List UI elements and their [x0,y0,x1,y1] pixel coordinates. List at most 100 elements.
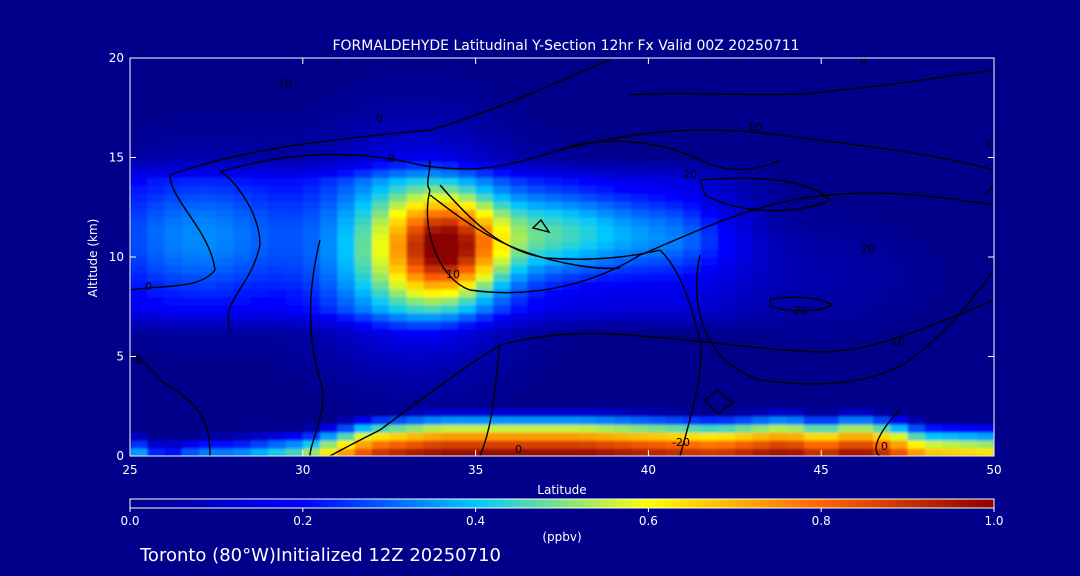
field-cell [838,288,857,298]
field-cell [337,217,356,226]
field-cell [734,320,753,330]
field-cell [251,328,269,338]
field-cell [354,153,373,163]
field-cell [786,288,805,298]
field-cell [510,169,529,178]
field-cell [527,320,546,330]
field-cell [147,225,166,234]
field-cell [423,416,442,425]
field-cell [285,217,304,226]
field-cell [320,145,338,155]
field-cell [752,161,770,171]
field-cell [181,288,200,298]
field-cell [562,225,580,234]
field-cell [441,177,459,186]
field-cell [579,312,598,322]
field-cell [648,304,667,314]
field-cell [613,177,632,186]
field-cell [389,368,408,377]
field-cell [320,448,338,456]
field-cell [562,217,580,226]
field-cell [579,217,598,226]
field-cell [181,201,200,210]
field-cell [527,137,546,147]
field-cell [268,328,287,338]
field-cell [527,177,546,186]
field-cell [596,217,615,226]
field-cell [406,432,425,441]
field-cell [147,440,166,449]
field-cell [268,304,287,314]
field-cell [285,241,304,250]
field-cell [371,241,390,250]
field-cell [631,312,649,322]
field-cell [302,312,321,322]
contour-line [426,189,994,294]
field-cell [544,169,563,178]
field-cell [406,320,425,330]
contour-label: 10 [891,335,905,348]
field-cell [838,328,857,338]
field-cell [441,368,459,377]
field-cell [458,400,477,409]
field-cell [302,360,321,370]
field-cell [181,272,200,282]
field-cell [527,280,546,290]
field-cell [389,97,408,107]
field-cell [873,265,891,274]
field-cell [337,89,356,99]
field-cell [821,408,840,417]
colorbar-tick-label: 0.0 [120,514,139,528]
field-cell [492,137,511,147]
field-cell [683,288,701,298]
field-cell [199,336,217,346]
field-cell [130,304,148,314]
field-cell [976,424,994,433]
field-cell [268,288,287,298]
field-cell [596,177,615,186]
field-cell [389,145,408,155]
field-cell [475,169,494,178]
field-cell [251,336,269,346]
field-cell [890,416,909,425]
field-cell [873,408,891,417]
field-cell [665,241,684,250]
field-cell [371,288,390,298]
field-cell [492,153,511,163]
field-cell [423,336,442,346]
field-cell [631,177,649,186]
field-cell [320,217,338,226]
field-cell [769,440,788,449]
field-cell [458,169,477,178]
field-cell [803,249,822,258]
field-cell [683,416,701,425]
field-cell [285,360,304,370]
field-cell [510,257,529,266]
field-cell [458,257,477,266]
field-cell [285,344,304,354]
field-cell [596,225,615,234]
field-cell [596,249,615,258]
field-cell [907,440,926,449]
field-cell [354,113,373,123]
field-cell [458,376,477,385]
field-cell [562,424,580,433]
field-cell [199,280,217,290]
colorbar-tick-label: 0.6 [639,514,658,528]
field-cell [371,233,390,242]
field-cell [544,145,563,155]
field-cell [181,352,200,362]
field-cell [371,209,390,218]
field-cell [510,249,529,258]
field-cell [441,312,459,322]
field-cell [752,328,770,338]
field-cell [907,448,926,456]
field-cell [648,296,667,306]
field-cell [164,201,183,210]
field-cell [803,241,822,250]
field-cell [216,448,235,456]
field-cell [631,432,649,441]
field-cell [199,121,217,131]
field-cell [423,257,442,266]
field-cell [544,312,563,322]
